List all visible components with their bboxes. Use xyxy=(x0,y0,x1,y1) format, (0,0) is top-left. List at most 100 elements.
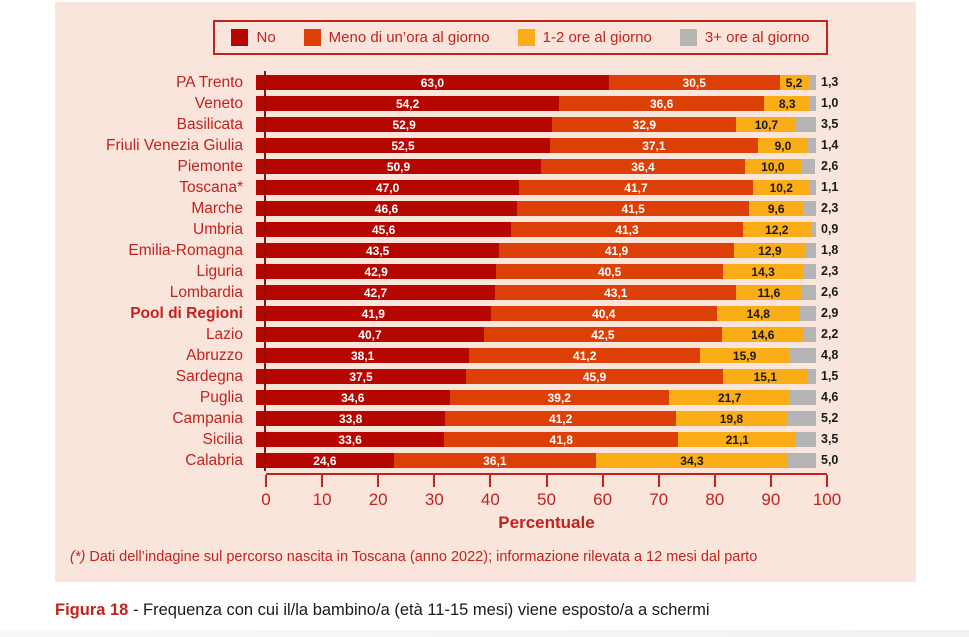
segment-value-outside: 2,6 xyxy=(821,159,839,174)
bar-track: 41,9 40,4 14,8 xyxy=(256,306,816,321)
bar-track: 37,5 45,9 15,1 xyxy=(256,369,816,384)
category-label: Friuli Venezia Giulia xyxy=(106,136,243,154)
bar-segment: 42,5 xyxy=(483,327,722,342)
segment-value-outside: 5,0 xyxy=(821,453,839,468)
x-axis: 0 10 20 30 40 50 60 70 80 90 100 xyxy=(261,473,841,508)
page-bottom-edge xyxy=(0,630,969,637)
bar-segment: 32,9 xyxy=(552,117,737,132)
segment-value: 33,6 xyxy=(338,432,362,447)
axis-tick-label: 20 xyxy=(368,490,388,509)
figure-caption-text: - Frequenza con cui il/la bambino/a (età… xyxy=(128,601,710,619)
segment-value: 42,7 xyxy=(363,285,388,300)
bar-row: Piemonte 50,9 36,4 10,0 2,6 xyxy=(55,156,916,177)
bar-segment xyxy=(810,96,817,111)
segment-value: 40,7 xyxy=(358,327,382,342)
segment-value: 52,9 xyxy=(392,117,416,132)
bar-segment xyxy=(787,453,816,468)
segment-value: 10,2 xyxy=(769,180,793,195)
x-axis-title: Percentuale xyxy=(498,513,595,532)
bar-segment: 47,0 xyxy=(256,180,520,195)
footnote-marker: (*) xyxy=(70,549,86,565)
axis-tick-label: 10 xyxy=(312,490,332,509)
segment-value: 32,9 xyxy=(632,117,657,132)
axis-tick xyxy=(433,475,436,487)
segment-value: 41,8 xyxy=(549,432,573,447)
segment-value: 34,3 xyxy=(680,453,704,468)
segment-value-outside: 3,5 xyxy=(821,117,839,132)
bar-segment: 9,0 xyxy=(757,138,809,153)
segment-value: 5,2 xyxy=(785,75,803,90)
bar-segment: 42,9 xyxy=(256,264,497,279)
bar-segment xyxy=(803,327,816,342)
legend-swatch-icon xyxy=(679,29,697,46)
bar-track: 42,9 40,5 14,3 xyxy=(256,264,816,279)
axis-tick xyxy=(489,475,492,487)
category-label: Sicilia xyxy=(202,430,243,448)
legend-item-3: 3+ ore al giorno xyxy=(679,29,810,46)
segment-value: 10,7 xyxy=(754,117,779,132)
axis-tick xyxy=(769,475,772,487)
bar-segment: 41,9 xyxy=(256,306,491,321)
bar-segment xyxy=(799,306,816,321)
bar-track: 38,1 41,2 15,9 xyxy=(256,348,816,363)
bar-track: 33,6 41,8 21,1 xyxy=(256,432,816,447)
bar-row: Puglia 34,6 39,2 21,7 4,6 xyxy=(55,387,916,408)
bar-segment: 40,7 xyxy=(256,327,484,342)
axis-tick-label: 30 xyxy=(424,490,444,509)
segment-value: 21,7 xyxy=(717,390,742,405)
axis-tick-label: 0 xyxy=(261,490,271,509)
legend-item-1: Meno di un’ora al giorno xyxy=(303,29,490,46)
segment-value: 45,9 xyxy=(582,369,607,384)
bar-segment: 41,7 xyxy=(519,180,753,195)
bar-segment: 40,4 xyxy=(490,306,717,321)
segment-value-outside: 4,8 xyxy=(821,348,839,363)
segment-value: 52,5 xyxy=(391,138,415,153)
segment-value: 42,5 xyxy=(591,327,615,342)
bar-segment: 43,5 xyxy=(256,243,500,258)
axis-tick xyxy=(265,475,267,487)
legend-item-0: No xyxy=(231,29,276,46)
segment-value: 14,8 xyxy=(746,306,770,321)
segment-value: 37,1 xyxy=(642,138,666,153)
bar-segment: 10,0 xyxy=(744,159,801,174)
bar-segment: 36,6 xyxy=(559,96,764,111)
segment-value: 37,5 xyxy=(349,369,373,384)
axis-tick-label: 70 xyxy=(649,490,669,509)
segment-value: 14,3 xyxy=(751,264,775,279)
bar-segment: 36,1 xyxy=(393,453,596,468)
segment-value: 42,9 xyxy=(364,264,388,279)
segment-value: 15,9 xyxy=(732,348,757,363)
bar-segment: 40,5 xyxy=(496,264,724,279)
bar-segment: 41,9 xyxy=(499,243,734,258)
category-label: Liguria xyxy=(196,262,243,280)
segment-value: 30,5 xyxy=(682,75,706,90)
bar-segment: 21,1 xyxy=(678,432,797,447)
bar-row: Abruzzo 38,1 41,2 15,9 4,8 xyxy=(55,345,916,366)
bar-track: 40,7 42,5 14,6 xyxy=(256,327,816,342)
legend-swatch-icon xyxy=(303,29,321,46)
axis-tick xyxy=(826,475,828,487)
bar-segment: 9,6 xyxy=(749,201,804,216)
axis-tick xyxy=(657,475,660,487)
bar-segment: 10,7 xyxy=(736,117,797,132)
bar-segment: 14,3 xyxy=(723,264,804,279)
bar-track: 43,5 41,9 12,9 xyxy=(256,243,816,258)
category-label: Lombardia xyxy=(169,283,243,301)
category-label: Calabria xyxy=(185,451,243,469)
bar-row: Basilicata 52,9 32,9 10,7 3,5 xyxy=(55,114,916,135)
segment-value: 41,5 xyxy=(621,201,645,216)
legend-label: 1-2 ore al giorno xyxy=(542,29,652,46)
segment-value: 9,0 xyxy=(774,138,792,153)
bar-segment: 38,1 xyxy=(256,348,470,363)
bar-segment: 34,3 xyxy=(595,453,788,468)
figure-number: Figura 18 xyxy=(55,601,129,619)
segment-value: 40,5 xyxy=(597,264,622,279)
bar-segment xyxy=(800,159,816,174)
bar-segment: 45,6 xyxy=(256,222,512,237)
bar-segment xyxy=(786,411,816,426)
category-label: Campania xyxy=(172,409,243,427)
bar-segment: 33,8 xyxy=(256,411,446,426)
bar-segment: 41,2 xyxy=(445,411,676,426)
segment-value: 9,6 xyxy=(767,201,785,216)
axis-tick xyxy=(713,475,716,487)
